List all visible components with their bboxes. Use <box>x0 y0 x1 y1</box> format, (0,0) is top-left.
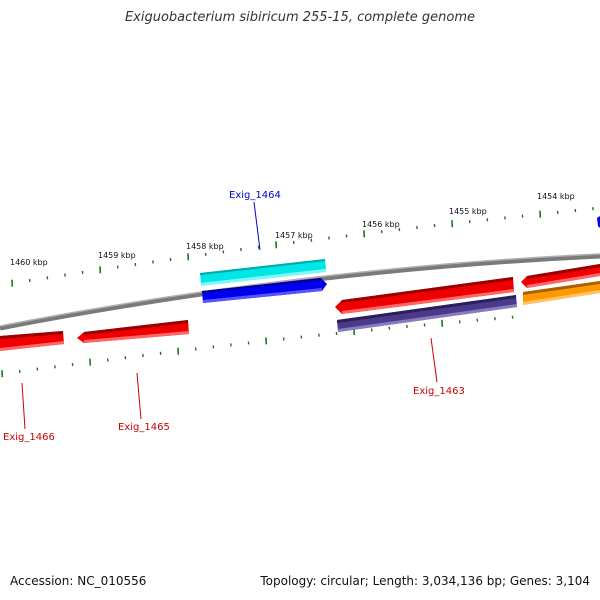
ruler-label: 1454 kbp <box>537 192 575 201</box>
gene-exig-1466-red[interactable] <box>0 331 64 351</box>
gene-label-exig-1464[interactable]: Exig_1464 <box>229 190 281 201</box>
outer-tick-ring <box>11 207 594 287</box>
leader-exig-1465 <box>136 372 142 420</box>
inner-tick-ring <box>1 315 514 378</box>
gene-right-red[interactable] <box>521 264 600 288</box>
leader-exig-1463 <box>430 337 438 383</box>
ruler-label: 1455 kbp <box>449 207 487 216</box>
ruler-label: 1457 kbp <box>275 231 313 240</box>
leader-exig-1466 <box>21 382 26 430</box>
leader-exig-1464 <box>253 201 261 251</box>
ruler-label: 1458 kbp <box>186 242 224 251</box>
gene-exig-1464-cyan[interactable] <box>200 259 326 286</box>
gene-right-edge-blue[interactable] <box>597 216 600 228</box>
gene-right-orange[interactable] <box>523 281 600 305</box>
ruler-label: 1459 kbp <box>98 251 136 260</box>
gene-exig-1463-red[interactable] <box>335 277 514 314</box>
accession-label: Accession: NC_010556 <box>10 574 147 588</box>
genome-summary: Topology: circular; Length: 3,034,136 bp… <box>260 574 590 588</box>
gene-exig-1463-purple[interactable] <box>337 295 517 332</box>
gene-label-exig-1465[interactable]: Exig_1465 <box>118 422 170 433</box>
gene-exig-1465-red[interactable] <box>77 320 189 343</box>
gene-exig-1464-blue[interactable] <box>202 278 327 303</box>
ruler-label: 1460 kbp <box>10 258 48 267</box>
ruler-label: 1456 kbp <box>362 220 400 229</box>
gene-label-exig-1466[interactable]: Exig_1466 <box>3 432 55 443</box>
gene-label-exig-1463[interactable]: Exig_1463 <box>413 386 465 397</box>
map-title: Exiguobacterium sibiricum 255-15, comple… <box>124 10 476 25</box>
